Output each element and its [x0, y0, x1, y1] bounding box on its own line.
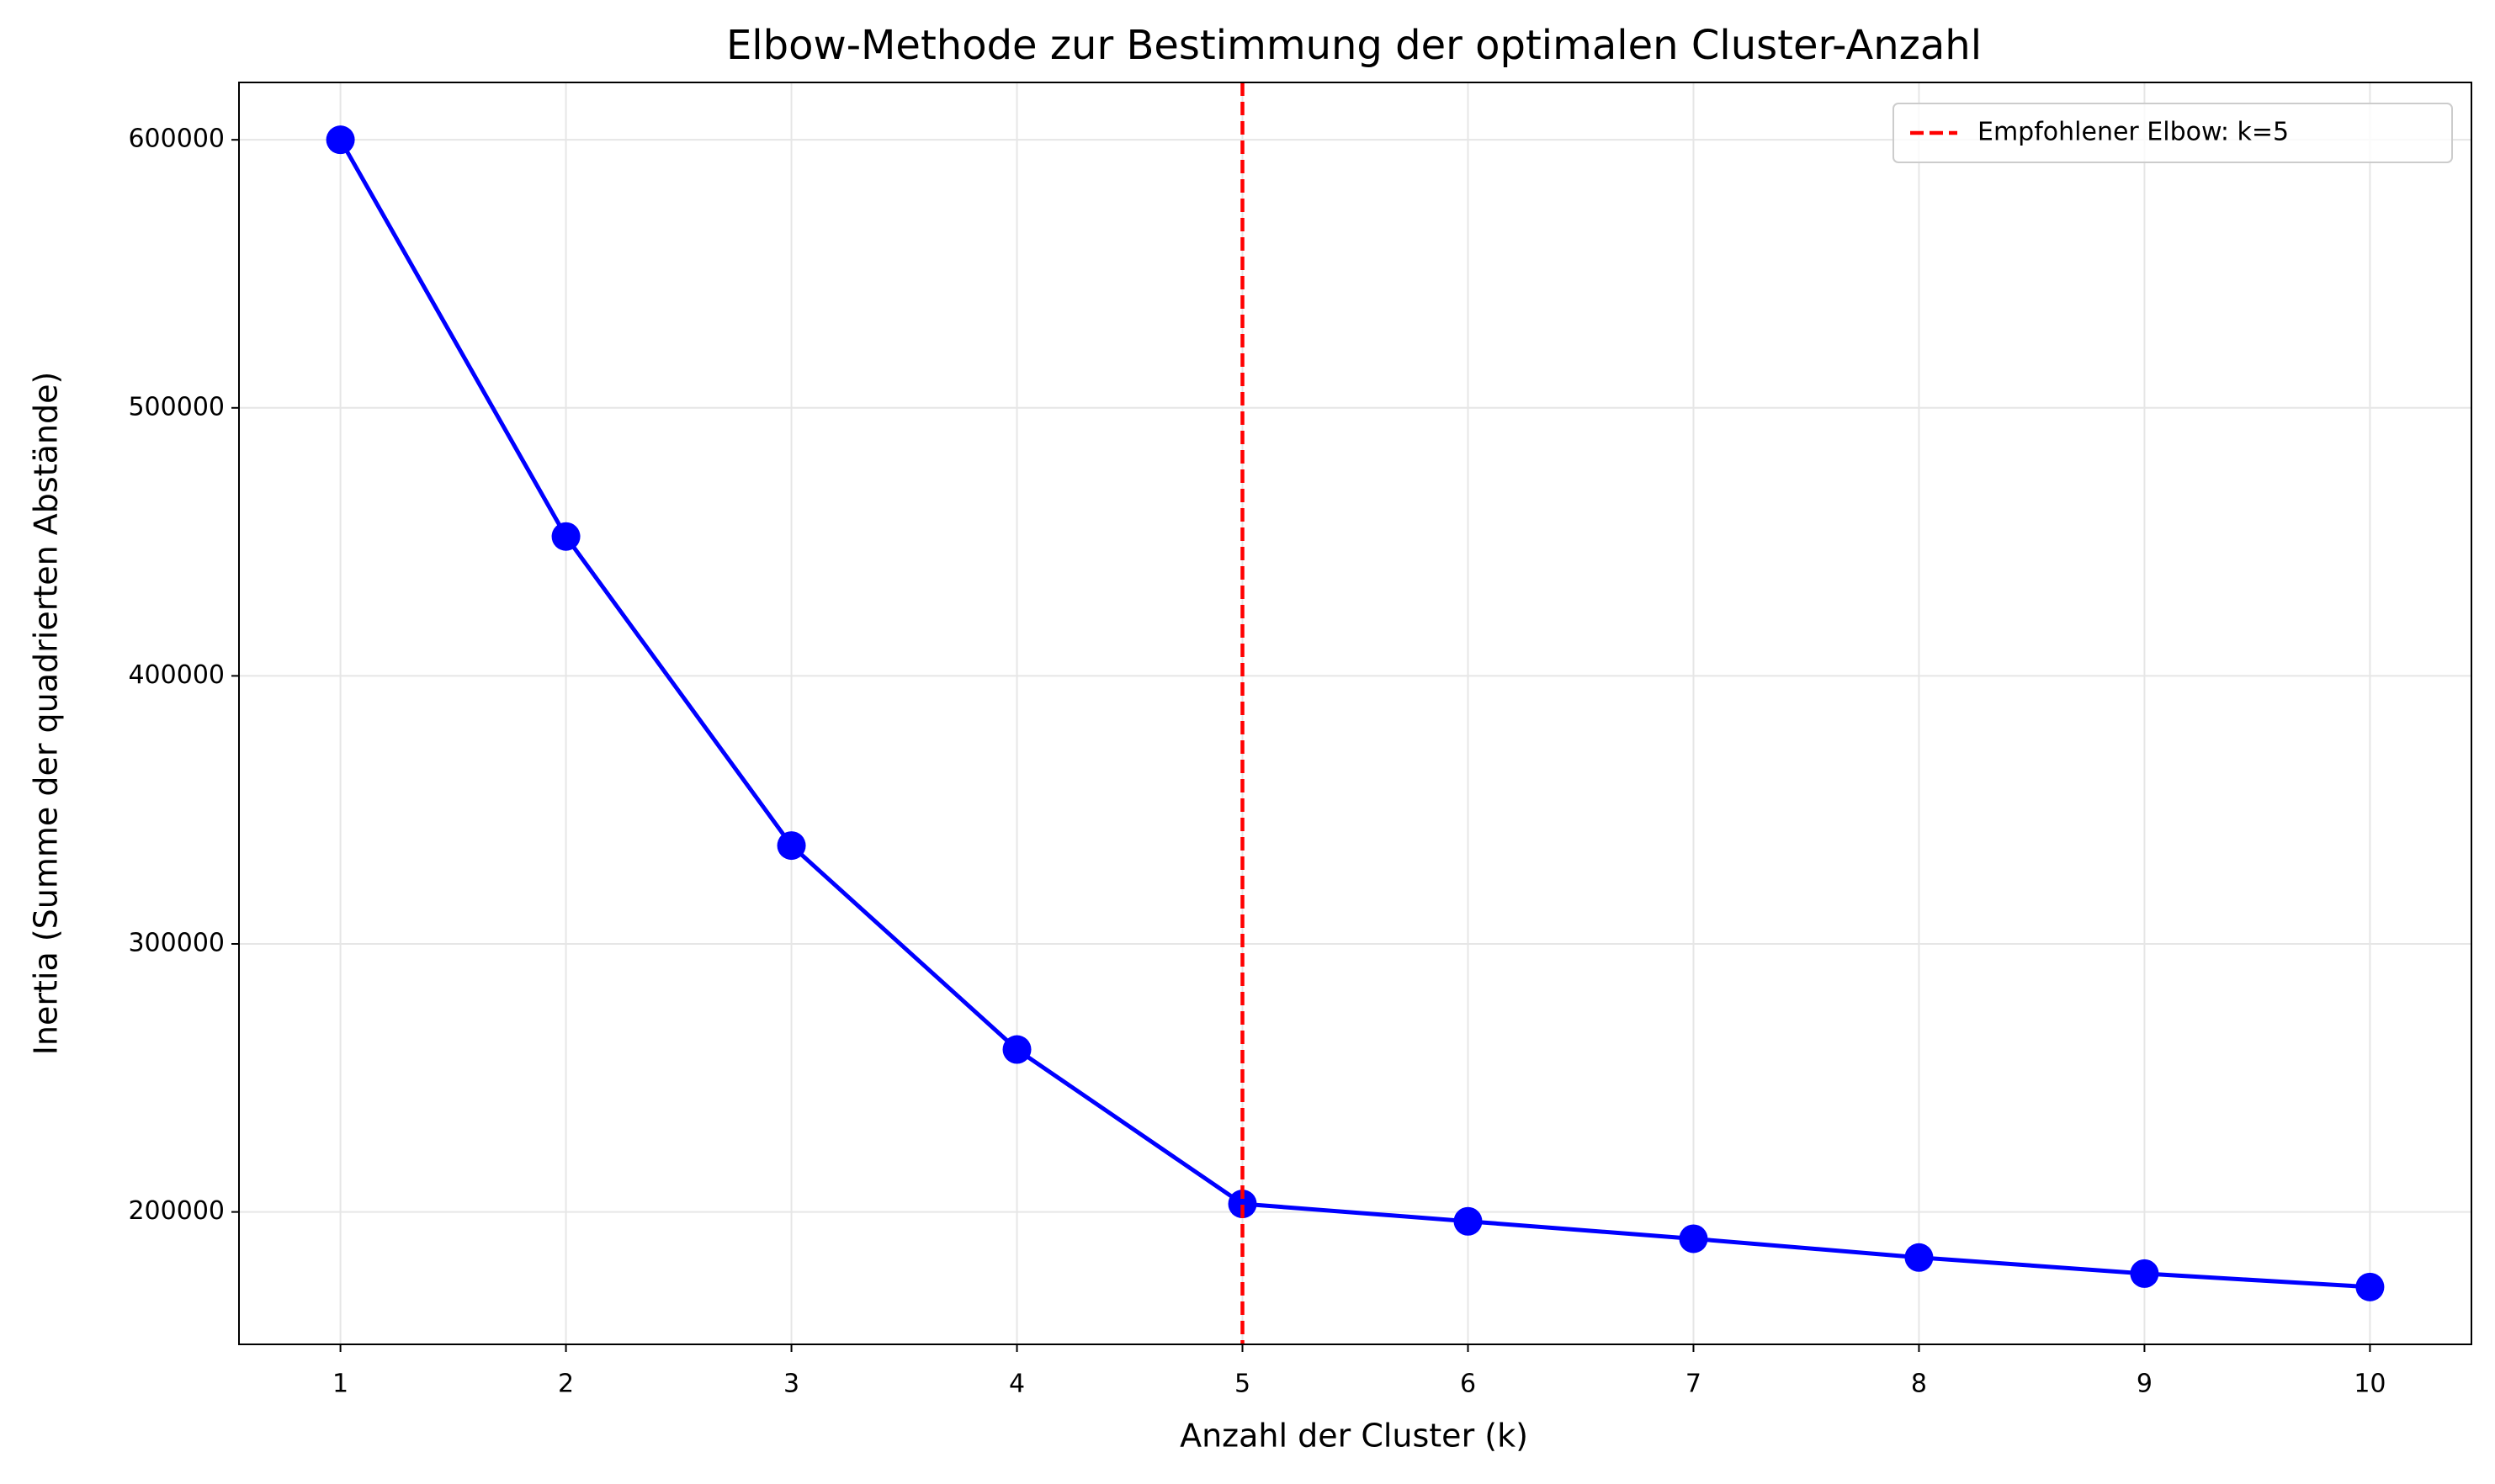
data-point — [1002, 1035, 1032, 1064]
y-tick-label: 400000 — [128, 660, 225, 690]
chart-title: Elbow-Methode zur Bestimmung der optimal… — [726, 22, 1982, 69]
x-axis-label: Anzahl der Cluster (k) — [1180, 1418, 1528, 1455]
data-point — [1904, 1243, 1934, 1272]
y-axis-label: Inertia (Summe der quadrierten Abstände) — [28, 372, 65, 1056]
x-tick-label: 9 — [2137, 1370, 2153, 1399]
plot-frame — [238, 82, 2472, 1345]
x-tick-label: 2 — [558, 1370, 574, 1399]
x-tick-label: 3 — [783, 1370, 799, 1399]
x-tick-label: 10 — [2354, 1370, 2386, 1399]
x-tick-label: 8 — [1911, 1370, 1927, 1399]
data-point — [1228, 1190, 1257, 1219]
y-tick-label: 500000 — [128, 392, 225, 421]
y-tick-label: 300000 — [128, 929, 225, 958]
legend-box — [1892, 103, 2453, 163]
x-tick-label: 7 — [1685, 1370, 1701, 1399]
data-point — [326, 125, 355, 155]
data-point — [2130, 1259, 2159, 1288]
x-tick-label: 4 — [1009, 1370, 1025, 1399]
data-line — [338, 138, 2370, 1290]
data-point — [1453, 1206, 1483, 1236]
legend-label: Empfohlener Elbow: k=5 — [1977, 118, 2289, 147]
x-tick-label: 1 — [332, 1370, 348, 1399]
x-tick-label: 5 — [1234, 1370, 1250, 1399]
data-point — [2355, 1272, 2385, 1301]
data-point — [1679, 1224, 1708, 1253]
data-point — [551, 522, 581, 551]
x-tick-label: 6 — [1460, 1370, 1476, 1399]
y-tick-label: 200000 — [128, 1196, 225, 1226]
data-point — [777, 831, 806, 861]
y-tick-label: 600000 — [128, 125, 225, 154]
